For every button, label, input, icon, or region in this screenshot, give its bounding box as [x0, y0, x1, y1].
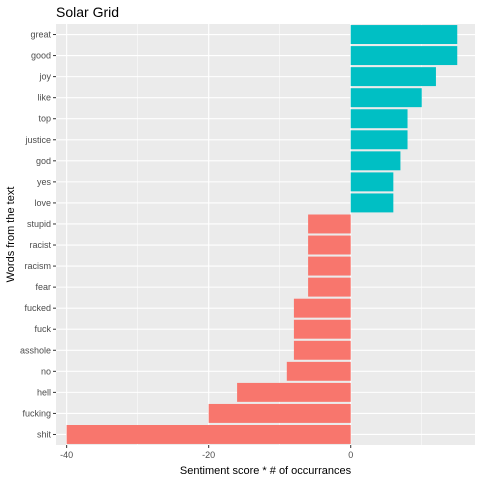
bar-like [350, 88, 422, 108]
y-tick-label: shit [37, 429, 52, 439]
bar-good [350, 46, 458, 66]
y-tick-label: racist [29, 240, 51, 250]
bar-love [350, 193, 394, 213]
bar-fucking [208, 403, 351, 423]
y-tick-label: asshole [20, 345, 51, 355]
bar-top [350, 109, 408, 129]
bar-hell [237, 382, 351, 402]
bar-racist [308, 235, 351, 255]
y-tick-label: good [31, 51, 51, 61]
bar-shit [66, 425, 351, 444]
y-tick-label: yes [37, 177, 52, 187]
y-tick-label: god [36, 156, 51, 166]
y-tick-label: love [34, 198, 51, 208]
x-tick-label: -20 [202, 450, 215, 460]
y-axis-title: Words from the text [5, 187, 17, 283]
y-tick-label: no [41, 366, 51, 376]
bar-fuck [293, 319, 351, 339]
y-tick-label: joy [38, 72, 51, 82]
y-tick-label: fuck [34, 324, 51, 334]
bar-joy [350, 67, 436, 87]
bar-great [350, 25, 458, 44]
bar-fear [308, 277, 351, 297]
chart-title: Solar Grid [56, 4, 119, 20]
x-axis-title: Sentiment score * # of occurrances [180, 465, 352, 477]
x-tick-label: 0 [348, 450, 353, 460]
bar-justice [350, 130, 408, 150]
y-tick-label: racism [25, 261, 52, 271]
bar-stupid [308, 214, 351, 234]
x-tick-label: -40 [60, 450, 73, 460]
y-tick-label: top [38, 114, 51, 124]
bar-god [350, 151, 401, 171]
plot-panel [56, 24, 475, 445]
bar-fucked [293, 298, 351, 318]
y-tick-label: stupid [27, 219, 51, 229]
y-tick-label: great [30, 30, 51, 40]
bars [66, 25, 458, 444]
x-axis: -40 -20 0 [60, 445, 353, 460]
bar-racism [308, 256, 351, 276]
y-tick-label: hell [37, 387, 51, 397]
bar-asshole [293, 340, 351, 360]
y-tick-label: justice [24, 135, 51, 145]
y-axis: great good joy like top justice god yes love stup… [20, 30, 56, 439]
y-tick-label: fucked [24, 303, 51, 313]
y-tick-label: fucking [22, 408, 51, 418]
y-tick-label: fear [35, 282, 51, 292]
bar-yes [350, 172, 394, 192]
y-tick-label: like [37, 93, 51, 103]
bar-no [286, 361, 351, 381]
